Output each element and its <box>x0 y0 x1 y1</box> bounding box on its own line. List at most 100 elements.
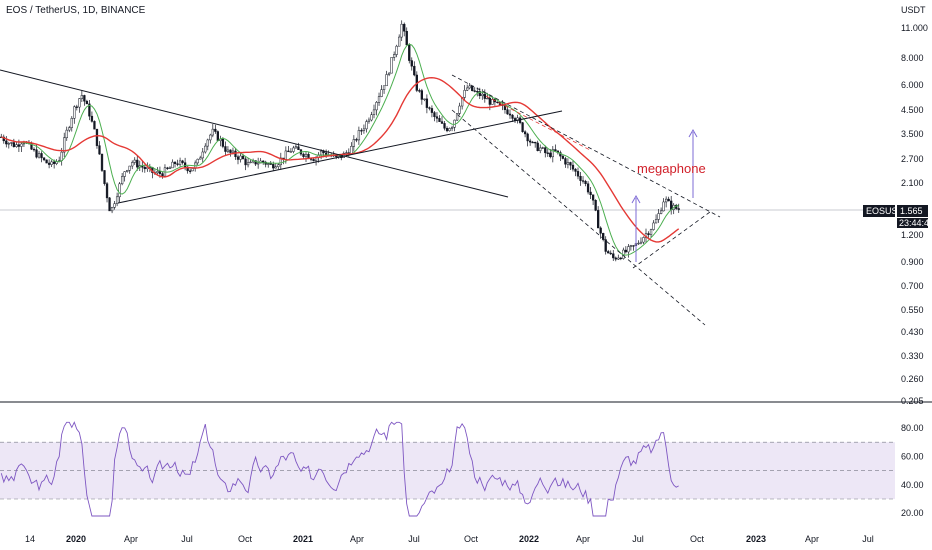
candle-body <box>312 159 315 162</box>
candle-body <box>458 105 461 114</box>
candle-body <box>642 237 645 243</box>
candle-body <box>471 85 474 91</box>
candle-body <box>5 140 8 145</box>
rsi-y-tick-label: 80.00 <box>901 423 924 433</box>
candle-body <box>584 180 587 184</box>
x-tick-label: Apr <box>805 534 819 544</box>
candle-body <box>274 166 277 169</box>
price-tag-price-bg <box>897 205 928 217</box>
candle-body <box>448 128 451 132</box>
candle-body <box>385 74 388 87</box>
rsi-line <box>0 421 679 517</box>
candle-body <box>476 91 479 93</box>
last-price-tag: EOSUSDT 1.565 23:44:41 <box>863 205 932 228</box>
candle-body <box>85 100 89 105</box>
x-tick-label: 2022 <box>519 534 539 544</box>
rsi-y-tick-label: 60.00 <box>901 451 924 461</box>
megaphone-lower-line <box>632 211 711 269</box>
candle-body <box>667 198 670 202</box>
chart-title: EOS / TetherUS, 1D, BINANCE <box>6 5 146 16</box>
candle-body <box>473 90 476 92</box>
y-tick-label: 4.500 <box>901 105 924 115</box>
candle-body <box>564 158 567 165</box>
candle-body <box>561 155 565 159</box>
price-pane[interactable] <box>0 20 895 326</box>
y-tick-label: 2.700 <box>901 154 924 164</box>
candle-body <box>659 210 663 214</box>
candle-body <box>191 168 194 172</box>
candle-body <box>103 170 106 184</box>
candle-body <box>377 96 381 103</box>
candle-body <box>100 153 104 171</box>
candle-body <box>297 146 300 150</box>
candle-body <box>244 158 247 166</box>
candle-body <box>508 113 512 116</box>
candle-body <box>488 97 492 105</box>
candle-body <box>269 163 272 165</box>
candle-body <box>581 180 585 182</box>
candle-body <box>254 160 257 165</box>
candle-body <box>17 144 21 147</box>
candle-body <box>632 245 635 247</box>
candle-body <box>433 112 436 117</box>
candle-body <box>604 239 607 252</box>
candle-body <box>294 146 298 149</box>
candle-body <box>511 114 514 119</box>
candle-body <box>73 106 76 119</box>
candle-body <box>395 45 398 55</box>
candle-body <box>7 143 10 145</box>
candle-body <box>272 164 275 169</box>
candle-body <box>196 158 199 164</box>
y-tick-label: 0.700 <box>901 281 924 291</box>
y-tick-label: 6.000 <box>901 80 924 90</box>
candle-body <box>445 127 449 132</box>
candle-body <box>506 109 509 115</box>
candle-body <box>226 149 230 152</box>
candle-body <box>544 147 547 154</box>
candle-body <box>357 130 361 141</box>
candle-body <box>319 150 323 156</box>
megaphone-upper-line <box>485 95 591 151</box>
candle-body <box>574 168 577 172</box>
y-tick-label: 2.100 <box>901 178 924 188</box>
rsi-y-tick-label: 20.00 <box>901 508 924 518</box>
candle-body <box>143 166 146 170</box>
candle-body <box>372 109 376 115</box>
candle-body <box>10 142 13 144</box>
candle-body <box>591 194 595 201</box>
candle-body <box>528 140 532 143</box>
candle-body <box>136 159 139 168</box>
candle-body <box>413 65 416 76</box>
x-tick-label: Jul <box>181 534 193 544</box>
channel-lower-line <box>451 109 706 326</box>
candle-body <box>481 93 484 97</box>
candle-body <box>639 241 643 244</box>
candle-body <box>224 146 227 152</box>
candle-body <box>158 171 162 174</box>
price-tag-symbol: EOSUSDT <box>866 206 910 216</box>
x-tick-label: Oct <box>238 534 253 544</box>
candle-body <box>209 134 212 141</box>
candle-body <box>231 150 235 153</box>
candle-body <box>657 213 660 220</box>
candle-body <box>199 157 202 160</box>
candle-body <box>113 203 116 208</box>
y-tick-label: 0.900 <box>901 257 924 267</box>
candle-body <box>188 170 192 172</box>
candle-body <box>375 102 378 111</box>
candle-body <box>654 219 658 224</box>
price-tag-countdown-bg <box>897 218 928 228</box>
candle-body <box>360 130 363 132</box>
candle-body <box>410 60 413 67</box>
x-tick-label: 2020 <box>66 534 86 544</box>
candle-body <box>531 141 534 144</box>
x-tick-label: Apr <box>576 534 590 544</box>
candle-body <box>486 97 489 100</box>
candle-body <box>110 207 114 212</box>
rsi-pane[interactable] <box>0 421 895 517</box>
x-tick-label: 2021 <box>293 534 313 544</box>
candle-body <box>496 101 499 104</box>
y-tick-label: 0.260 <box>901 374 924 384</box>
candle-body <box>607 251 610 254</box>
